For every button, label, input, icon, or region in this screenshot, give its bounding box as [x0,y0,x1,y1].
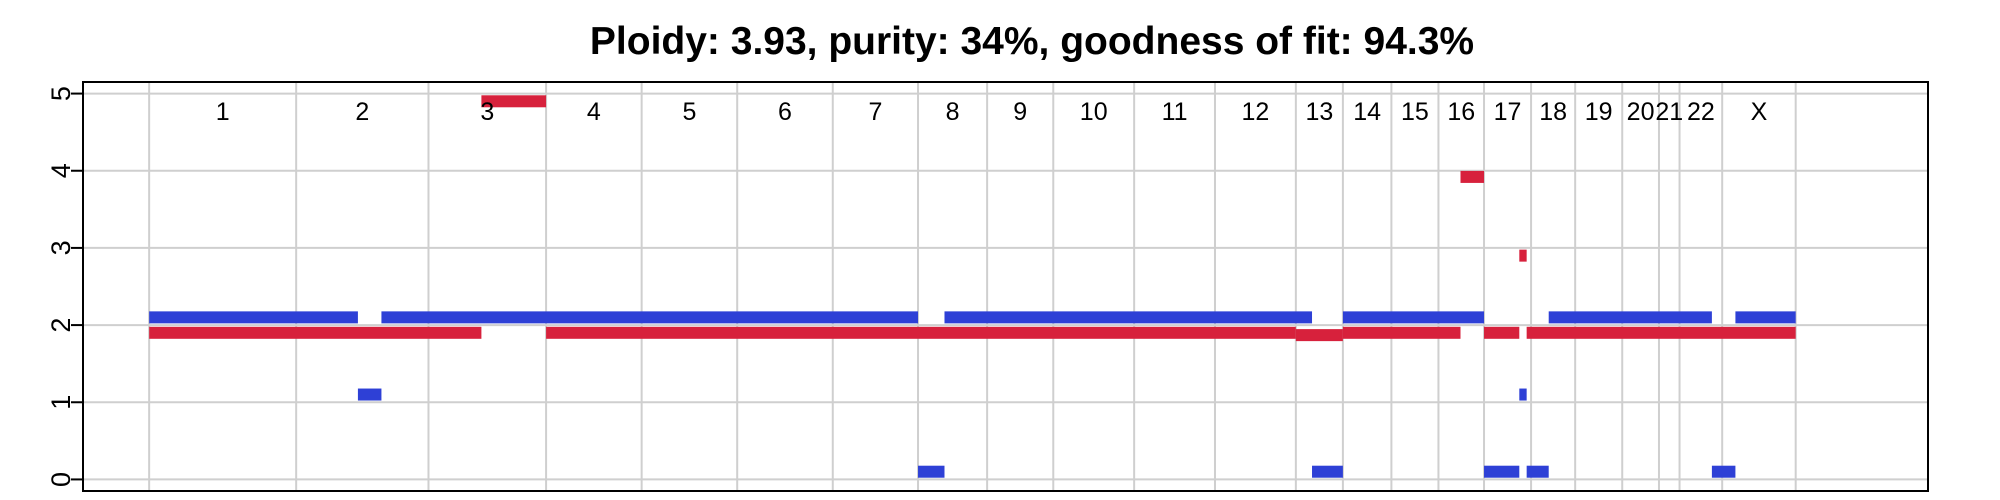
chromosome-label: 7 [868,98,882,126]
segment-bar-series-2 [918,465,945,478]
chromosome-label: 16 [1447,98,1475,126]
segment-bar-series-2 [1711,465,1736,478]
segment-bar-series-1 [1484,326,1520,339]
chromosome-label: 19 [1585,98,1613,126]
segment-bar-series-1 [149,326,482,339]
segment-bar-series-1 [1295,329,1343,342]
y-tick-label: 4 [46,163,76,178]
chromosome-label: 5 [682,98,696,126]
segment-marks [149,95,1796,478]
y-tick-label: 5 [46,86,76,101]
segment-bar-series-2 [357,388,382,401]
chromosome-label: 6 [778,98,792,126]
chromosome-label: 8 [946,98,960,126]
chromosome-label: 3 [480,98,494,126]
segment-bar-series-2 [1526,465,1549,478]
segment-bar-series-2 [1342,311,1485,324]
chromosome-label: 1 [216,98,230,126]
chromosome-label: 2 [355,98,369,126]
chart-title: Ploidy: 3.93, purity: 34%, goodness of f… [590,20,1474,63]
segment-bar-series-2 [1484,465,1520,478]
segment-bar-series-2 [944,311,1313,324]
segment-bar-series-2 [149,311,358,324]
chromosome-label: 20 [1627,98,1655,126]
grid-lines [83,82,1928,491]
chromosome-label: 15 [1401,98,1429,126]
chromosome-label: 14 [1353,98,1381,126]
segment-bar-series-2 [1548,311,1712,324]
chromosome-label: X [1751,98,1768,126]
segment-bar-series-1 [1519,249,1527,262]
y-tick-label: 2 [46,318,76,333]
chromosome-label: 10 [1080,98,1108,126]
segment-bar-series-2 [1312,465,1343,478]
y-tick-label: 0 [46,472,76,487]
plot-frame [82,81,1929,492]
y-tick-label: 1 [46,395,76,410]
chromosome-label: 9 [1013,98,1027,126]
segment-bar-series-1 [481,95,547,108]
chromosome-label: 12 [1242,98,1270,126]
chromosome-label: 21 [1655,98,1683,126]
segment-bar-series-1 [1342,326,1461,339]
segment-bar-series-2 [381,311,919,324]
chromosome-label: 4 [587,98,601,126]
y-axis-ticks: 0 1 2 3 4 5 [46,86,83,487]
chromosome-label: 22 [1687,98,1715,126]
y-tick-label: 3 [46,240,76,255]
chromosome-label: 13 [1305,98,1333,126]
segment-bar-series-1 [1460,170,1485,183]
segment-bar-series-1 [546,326,1296,339]
chromosome-label: 17 [1494,98,1522,126]
segment-bar-series-2 [1519,388,1527,401]
chromosome-label: 18 [1539,98,1567,126]
segment-bar-series-1 [1526,326,1796,339]
chromosome-labels: 1 2 3 4 5 6 7 8 9 10 11 12 13 14 15 16 17 18 19 20 21 22 X [216,98,1768,126]
segment-bar-series-2 [1735,311,1796,324]
chromosome-label: 11 [1162,98,1188,126]
